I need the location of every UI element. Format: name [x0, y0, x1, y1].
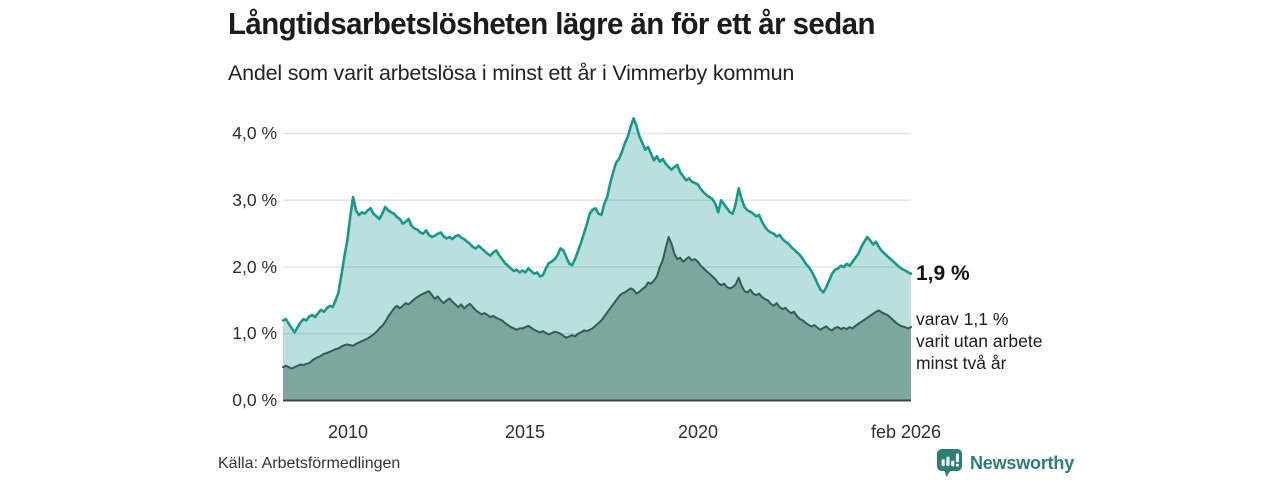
secondary-value-line-2: varit utan arbete [916, 331, 1043, 351]
x-tick-2015: 2015 [504, 422, 546, 442]
y-tick-2: 2,0 % [232, 257, 277, 277]
newsworthy-wordmark: Newsworthy [970, 453, 1075, 473]
chart-subtitle: Andel som varit arbetslösa i minst ett å… [228, 61, 795, 85]
page-title: Långtidsarbetslösheten lägre än för ett … [228, 6, 875, 41]
y-tick-0: 0,0 % [232, 390, 277, 410]
line-unemployed-1yr [281, 117, 913, 334]
line-unemployed-2yr [282, 236, 912, 370]
x-tick-2020: 2020 [677, 422, 719, 442]
secondary-value-line-1: varav 1,1 % [916, 309, 1009, 329]
secondary-value-label: varav 1,1 % varit utan arbete minst två … [916, 308, 1042, 374]
x-tick-feb-2026: feb 2026 [870, 422, 942, 442]
area-fill-unemployed-2yr [283, 237, 911, 401]
source-attribution: Källa: Arbetsförmedlingen [218, 455, 401, 472]
x-tick-2010: 2010 [327, 422, 369, 442]
latest-value-label: 1,9 % [916, 262, 970, 285]
newsworthy-logo[interactable]: Newsworthy [936, 448, 1074, 479]
y-tick-3: 3,0 % [232, 190, 277, 210]
y-tick-4: 4,0 % [232, 123, 277, 143]
newsworthy-bubble-chart-icon [936, 448, 963, 479]
secondary-value-line-3: minst två år [916, 353, 1007, 373]
y-tick-1: 1,0 % [232, 323, 277, 343]
